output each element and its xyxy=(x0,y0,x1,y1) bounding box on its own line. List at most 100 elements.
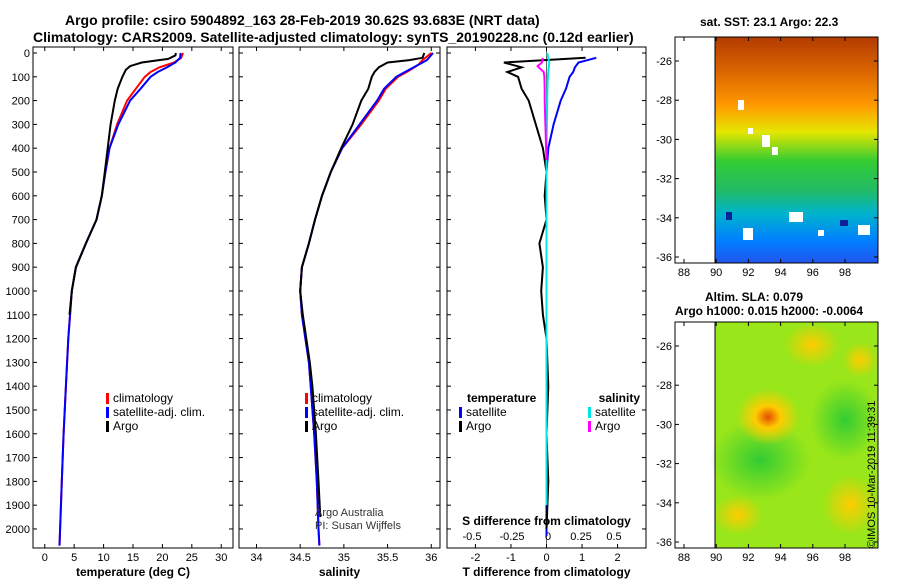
map-lat-tick-label: -30 xyxy=(656,419,672,431)
difference-x-tick-label: -2 xyxy=(471,552,481,564)
map-lat-tick-label: -32 xyxy=(656,459,672,471)
map-lat-tick-label: -36 xyxy=(656,537,672,549)
figure-title-line1: Argo profile: csiro 5904892_163 28-Feb-2… xyxy=(65,12,540,28)
legend-label: Argo xyxy=(466,419,492,433)
depth-tick-label: 1200 xyxy=(6,334,30,346)
depth-tick-label: 1600 xyxy=(6,429,30,441)
legend-swatch xyxy=(106,393,109,404)
sla-map-title: Altim. SLA: 0.079 xyxy=(705,290,804,304)
s-difference-tick-label: 0.5 xyxy=(606,531,621,543)
map-lat-tick-label: -26 xyxy=(656,341,672,353)
depth-tick-label: 1800 xyxy=(6,476,30,488)
difference-x-tick-label: 2 xyxy=(615,552,621,564)
map-lat-tick-label: -34 xyxy=(656,498,672,510)
difference-series-t-argo xyxy=(503,56,586,530)
salinity-x-axis-label: salinity xyxy=(319,565,361,579)
temperature-x-tick-label: 0 xyxy=(42,552,48,564)
legend-title-temperature: temperature xyxy=(467,391,537,405)
salinity-panel: 34 34.5 35 35.5 36 salinity climatologysatelli… xyxy=(238,46,441,579)
map-lat-tick-label: -28 xyxy=(656,380,672,392)
map-lon-tick-label: 92 xyxy=(742,552,754,564)
legend-label: satellite xyxy=(595,405,636,419)
temperature-x-tick-label: 30 xyxy=(215,552,227,564)
difference-x-tick-label: -1 xyxy=(506,552,516,564)
map-lon-tick-label: 96 xyxy=(807,267,819,279)
temperature-frame xyxy=(32,46,234,549)
depth-tick-label: 200 xyxy=(12,96,30,108)
depth-tick-label: 1400 xyxy=(6,381,30,393)
legend-swatch xyxy=(305,393,308,404)
depth-tick-label: 1900 xyxy=(6,500,30,512)
legend-label: satellite-adj. clim. xyxy=(312,405,404,419)
temperature-x-axis-label: temperature (deg C) xyxy=(76,565,190,579)
depth-tick-label: 900 xyxy=(12,262,30,274)
temperature-x-tick-label: 5 xyxy=(71,552,77,564)
sst-map-axes: 88 90 92 94 96 98 -26 -28 -30 -32 -34 -36 xyxy=(656,36,879,279)
depth-tick-label: 2000 xyxy=(6,524,30,536)
depth-tick-label: 1500 xyxy=(6,405,30,417)
difference-x-tick-label: 0 xyxy=(543,552,549,564)
temperature-x-tick-label: 15 xyxy=(127,552,139,564)
legend-swatch xyxy=(588,407,591,418)
legend-swatch xyxy=(106,407,109,418)
depth-tick-label: 0 xyxy=(24,48,30,60)
map-lon-tick-label: 94 xyxy=(774,552,786,564)
panel-annotation: Argo Australia xyxy=(315,507,384,519)
temperature-x-tick-label: 25 xyxy=(186,552,198,564)
depth-tick-label: 1100 xyxy=(6,310,30,322)
depth-tick-label: 1700 xyxy=(6,453,30,465)
legend-label: Argo xyxy=(595,419,621,433)
legend-label: satellite-adj. clim. xyxy=(113,405,205,419)
salinity-x-tick-label: 36 xyxy=(425,552,437,564)
depth-tick-label: 700 xyxy=(12,215,30,227)
panel-annotation: PI: Susan Wijffels xyxy=(315,520,401,532)
legend-swatch xyxy=(106,421,109,432)
legend-swatch xyxy=(305,421,308,432)
depth-tick-label: 600 xyxy=(12,191,30,203)
map-lat-tick-label: -34 xyxy=(656,213,672,225)
sla-map xyxy=(710,321,880,549)
map-lon-tick-label: 96 xyxy=(807,552,819,564)
map-lon-tick-label: 98 xyxy=(839,552,851,564)
s-difference-tick-label: -0.5 xyxy=(463,531,482,543)
depth-tick-label: 100 xyxy=(12,72,30,84)
sla-map-frame xyxy=(674,321,879,549)
map-lon-tick-label: 94 xyxy=(774,267,786,279)
s-difference-tick-label: 0 xyxy=(545,531,551,543)
depth-tick-label: 500 xyxy=(12,167,30,179)
map-lat-tick-label: -30 xyxy=(656,134,672,146)
map-lon-tick-label: 90 xyxy=(710,552,722,564)
map-lat-tick-label: -28 xyxy=(656,95,672,107)
imos-credit: ©IMOS 10-Mar-2019 11:39:31 xyxy=(866,400,878,548)
figure-title-line2: Climatology: CARS2009. Satellite-adjuste… xyxy=(33,29,634,45)
salinity-frame xyxy=(238,46,441,549)
difference-x-axis-label: T difference from climatology xyxy=(462,565,630,579)
depth-tick-label: 300 xyxy=(12,119,30,131)
map-lat-tick-label: -26 xyxy=(656,56,672,68)
temperature-x-tick-label: 20 xyxy=(156,552,168,564)
s-difference-tick-label: 0.25 xyxy=(570,531,591,543)
depth-tick-label: 400 xyxy=(12,143,30,155)
legend-swatch xyxy=(459,421,462,432)
map-lon-tick-label: 92 xyxy=(742,267,754,279)
legend-label: Argo xyxy=(312,419,338,433)
legend-swatch xyxy=(588,421,591,432)
legend-label: climatology xyxy=(113,391,173,405)
sla-map-subtitle: Argo h1000: 0.015 h2000: -0.0064 xyxy=(675,304,864,318)
salinity-x-tick-label: 34 xyxy=(250,552,262,564)
salinity-x-tick-label: 34.5 xyxy=(289,552,310,564)
map-lat-tick-label: -36 xyxy=(656,252,672,264)
legend-title-salinity: salinity xyxy=(599,391,641,405)
legend-label: Argo xyxy=(113,419,139,433)
depth-tick-label: 1000 xyxy=(6,286,30,298)
salinity-series-argo xyxy=(299,52,426,518)
map-lon-tick-label: 98 xyxy=(839,267,851,279)
difference-x-tick-label: 1 xyxy=(579,552,585,564)
depth-tick-label: 800 xyxy=(12,238,30,250)
depth-tick-label: 1300 xyxy=(6,357,30,369)
map-lon-tick-label: 88 xyxy=(678,267,690,279)
temperature-series-argo xyxy=(68,52,177,315)
legend-label: climatology xyxy=(312,391,372,405)
